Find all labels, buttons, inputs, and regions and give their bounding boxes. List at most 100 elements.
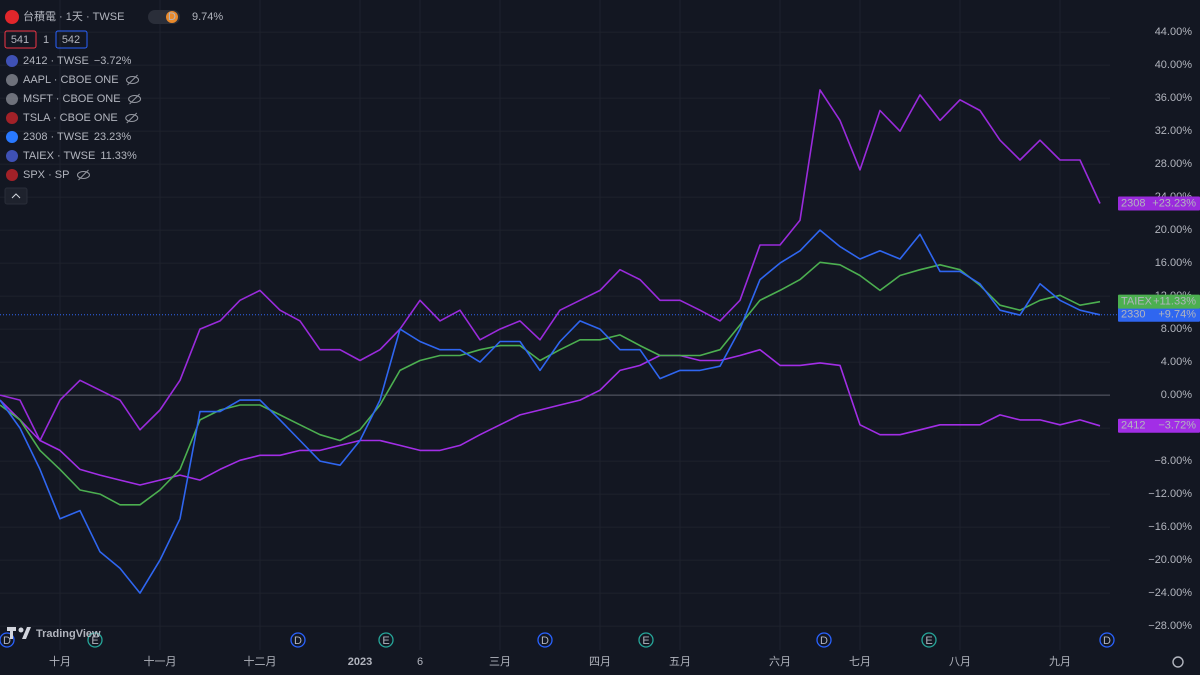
event-marker[interactable] <box>816 632 832 648</box>
legend-name: TAIEX · TWSE <box>23 150 95 162</box>
symbol-icon <box>5 10 19 24</box>
event-marker[interactable] <box>537 632 553 648</box>
collapse-arrow <box>11 193 21 199</box>
event-label: D <box>3 635 11 647</box>
event-marker[interactable] <box>638 632 654 648</box>
legend: 台積電 · 1天 · TWSE D 9.74% 541 1 542 2412 · TWSE −… <box>4 9 223 205</box>
hidden-eye-slash <box>127 74 138 86</box>
end-tag: TAIEX +11.33% <box>1118 294 1200 309</box>
end-tag-bg <box>1118 418 1200 433</box>
event-label: E <box>91 635 98 647</box>
interval-badge: D <box>168 11 176 23</box>
y-tick-label: 4.00% <box>1161 356 1192 368</box>
settings-button[interactable] <box>1172 656 1184 668</box>
y-tick-label: 44.00% <box>1155 26 1193 38</box>
brand-name: TradingView <box>36 628 101 640</box>
x-tick-label: 十二月 <box>244 654 277 668</box>
event-label: E <box>642 635 649 647</box>
x-tick-label: 三月 <box>489 656 511 668</box>
event-marker[interactable] <box>1099 632 1115 648</box>
event-label: E <box>382 635 389 647</box>
event-marker[interactable] <box>921 632 937 648</box>
x-tick-label: 六月 <box>769 655 791 668</box>
y-tick-label: −16.00% <box>1148 521 1192 533</box>
legend-icon <box>6 131 18 143</box>
hidden-eye-icon[interactable] <box>76 171 90 179</box>
brand-icon <box>22 627 31 639</box>
end-tag: 2330 +9.74% <box>1118 307 1200 322</box>
event-marker[interactable] <box>378 632 394 648</box>
interval-dot <box>166 11 178 23</box>
x-tick-label: 十月 <box>49 654 71 668</box>
event-marker[interactable] <box>290 632 306 648</box>
x-tick-label: 6 <box>417 656 423 668</box>
y-tick-label: 28.00% <box>1155 158 1193 170</box>
y-tick-label: −12.00% <box>1148 488 1192 500</box>
legend-value: −3.72% <box>94 55 132 67</box>
end-tag-value: +9.74% <box>1158 309 1196 321</box>
event-label: D <box>294 635 302 647</box>
hidden-eye-icon[interactable] <box>128 95 142 103</box>
end-tag-value: −3.72% <box>1158 420 1196 432</box>
brand-icon <box>18 627 24 633</box>
legend-icon <box>6 112 18 124</box>
y-tick-label: 32.00% <box>1155 125 1193 137</box>
legend-icon <box>6 55 18 67</box>
y-tick-label: −24.00% <box>1148 587 1192 599</box>
brand-icon <box>10 627 13 639</box>
event-label: D <box>541 635 549 647</box>
y-tick-label: 8.00% <box>1161 323 1192 335</box>
y-tick-label: 16.00% <box>1155 257 1193 269</box>
end-tag-bg <box>1118 294 1200 309</box>
x-tick-label: 八月 <box>949 656 971 668</box>
legend-icon <box>6 74 18 86</box>
legend-icon <box>6 93 18 105</box>
end-tag-name: 2412 <box>1121 420 1145 432</box>
multiplier: 1 <box>43 34 49 46</box>
legend-icon <box>6 150 18 162</box>
x-tick-label: 九月 <box>1049 655 1071 668</box>
series-line <box>0 229 1101 594</box>
end-tag: 2308 +23.23% <box>1118 196 1200 211</box>
hidden-eye-icon[interactable] <box>126 76 140 84</box>
hidden-eye-slash <box>126 112 138 124</box>
end-tag-value: +23.23% <box>1152 197 1196 209</box>
event-marker[interactable] <box>87 632 103 648</box>
series-line <box>0 348 1101 486</box>
hidden-symbol: SPX · SP <box>23 169 69 181</box>
end-tag-name: 2330 <box>1121 309 1145 321</box>
hidden-eye-icon[interactable] <box>125 114 139 122</box>
y-tick-label: 0.00% <box>1161 389 1192 401</box>
left-box[interactable] <box>4 30 37 49</box>
y-tick-label: −8.00% <box>1154 455 1192 467</box>
event-label: D <box>1103 635 1111 647</box>
right-box[interactable] <box>55 30 88 49</box>
right-box-text: 542 <box>62 34 80 46</box>
y-tick-label: −28.00% <box>1148 620 1192 632</box>
end-tag-bg <box>1118 196 1200 211</box>
y-tick-label: −20.00% <box>1148 554 1192 566</box>
collapse-button[interactable] <box>4 187 28 205</box>
x-tick-label: 七月 <box>849 655 871 668</box>
series-line <box>0 89 1101 442</box>
legend-name: 2412 · TWSE <box>23 55 89 67</box>
hidden-eye-slash <box>129 93 140 105</box>
main-symbol: 台積電 · 1天 · TWSE <box>23 9 124 23</box>
event-label: D <box>820 635 828 647</box>
x-tick-label: 四月 <box>589 656 611 668</box>
event-label: E <box>925 635 932 647</box>
y-tick-label: 20.00% <box>1155 224 1193 236</box>
legend-name: 2308 · TWSE <box>23 131 89 143</box>
hidden-symbol: TSLA · CBOE ONE <box>23 112 118 124</box>
end-tag-name: TAIEX <box>1121 296 1153 308</box>
legend-value: 11.33% <box>100 150 137 162</box>
y-tick-label: 36.00% <box>1155 92 1193 104</box>
hidden-eye-slash <box>78 169 89 181</box>
end-tag-name: 2308 <box>1121 197 1145 209</box>
legend-value: 23.23% <box>94 131 132 143</box>
x-tick-label: 2023 <box>348 656 372 668</box>
hidden-symbol: AAPL · CBOE ONE <box>23 74 119 86</box>
hidden-symbol: MSFT · CBOE ONE <box>23 93 121 105</box>
